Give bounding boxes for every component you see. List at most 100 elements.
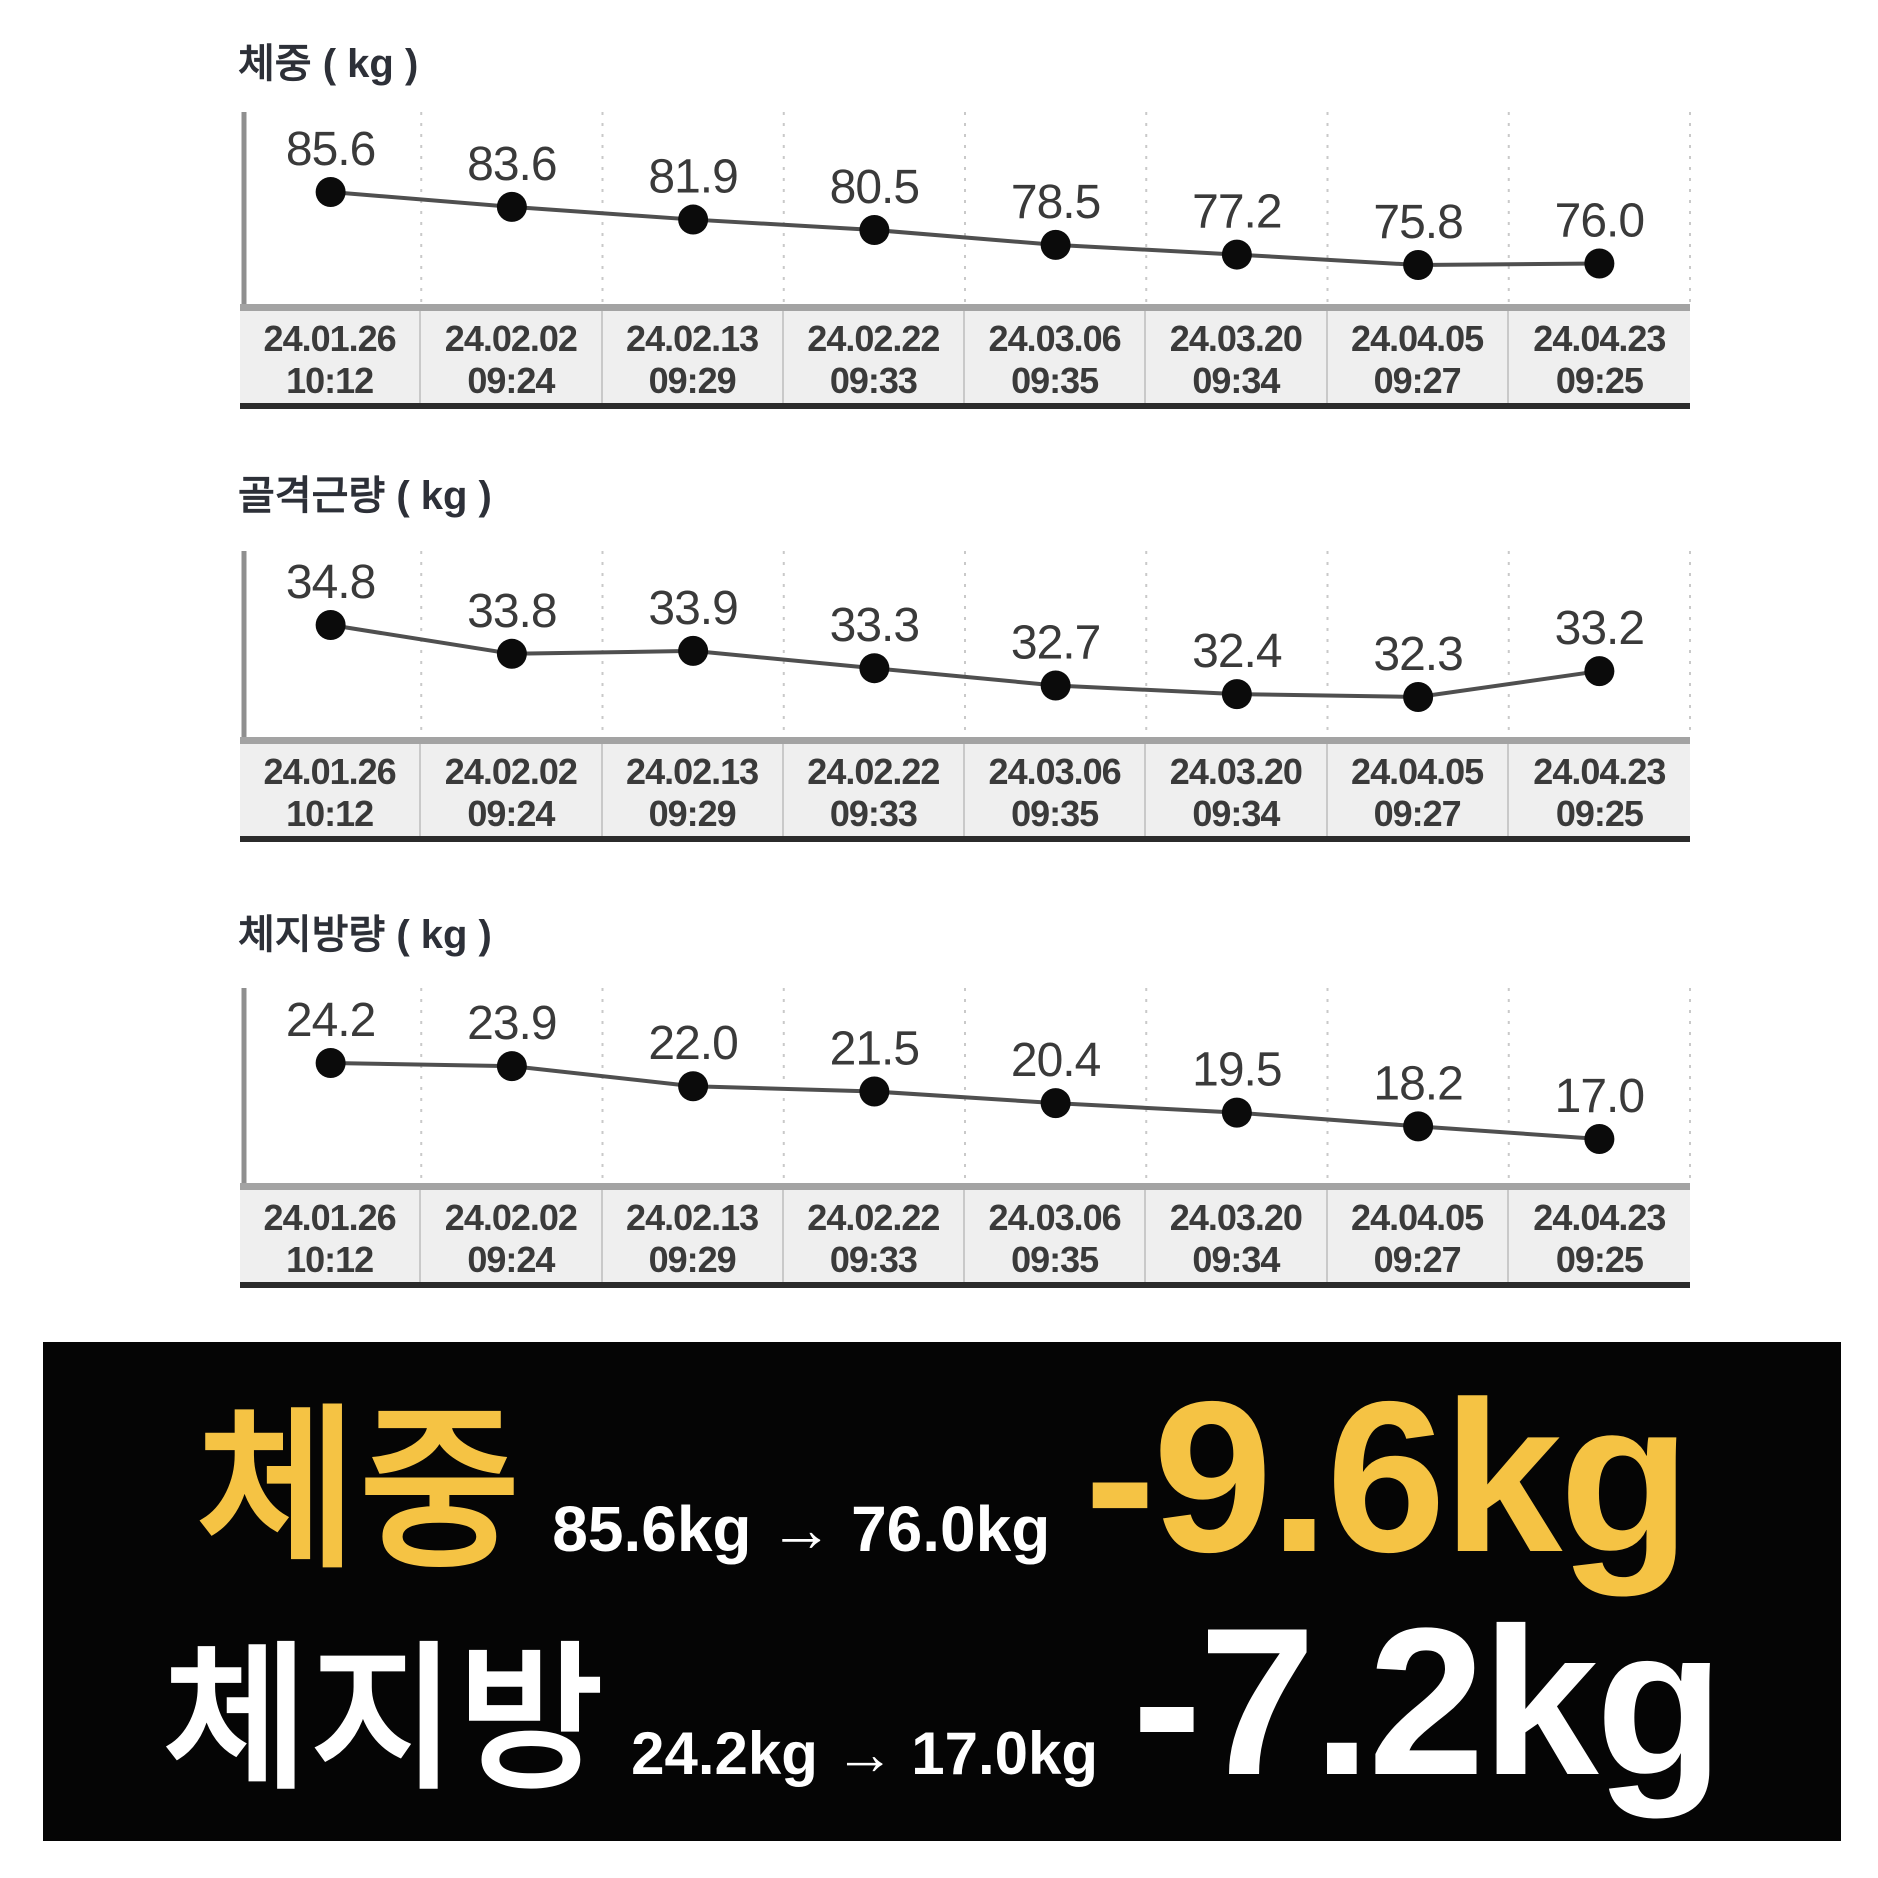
date-label: 24.04.05 (1351, 318, 1484, 359)
date-cell: 24.03.06 09:35 (965, 744, 1147, 836)
data-point-dot (315, 610, 346, 640)
date-label: 24.04.05 (1351, 1197, 1484, 1238)
data-point-dot (859, 1076, 890, 1107)
date-axis-table: 24.01.26 10:12 24.02.02 09:24 24.02.13 09:29 2… (240, 304, 1690, 409)
summary-row-weight: 체중 85.6kg → 76.0kg -9.6kg (43, 1369, 1841, 1589)
line-chart-plot: 24.2 23.9 22.0 21.5 20.4 19.5 18.2 17.0 (241, 988, 1691, 1183)
time-label: 09:33 (829, 1239, 918, 1280)
date-cell: 24.04.05 09:27 (1328, 744, 1509, 836)
data-point-dot (1040, 670, 1071, 701)
date-cell: 24.04.05 09:27 (1328, 311, 1509, 403)
time-label: 09:25 (1555, 360, 1644, 401)
time-label: 09:35 (1011, 1239, 1099, 1280)
data-point-dot (1221, 1097, 1252, 1128)
date-cell: 24.04.23 09:25 (1509, 744, 1690, 836)
chart-title: 골격근량 ( kg ) (238, 474, 492, 518)
data-point-label: 19.5 (1192, 1044, 1281, 1097)
time-label: 10:12 (286, 793, 374, 834)
data-point-dot (1403, 682, 1434, 712)
data-point-label: 18.2 (1373, 1057, 1462, 1110)
date-cell: 24.02.02 09:24 (421, 1190, 603, 1282)
time-label: 09:29 (648, 360, 737, 401)
date-label: 24.03.20 (1169, 1197, 1303, 1238)
chart-title: 체지방량 ( kg ) (238, 913, 492, 957)
date-label: 24.02.02 (444, 1197, 578, 1238)
data-point-label: 75.8 (1373, 196, 1462, 249)
date-label: 24.02.13 (626, 318, 759, 359)
trend-line (330, 1061, 1600, 1141)
data-point-label: 22.0 (648, 1017, 737, 1070)
bodyfat-range: 24.2kg → 17.0kg (631, 1719, 1099, 1787)
date-cell: 24.01.26 10:12 (240, 744, 422, 836)
data-point-label: 33.8 (467, 585, 556, 638)
date-cell: 24.02.13 09:29 (603, 744, 784, 836)
date-cell: 24.02.02 09:24 (421, 311, 603, 403)
date-label: 24.02.22 (807, 318, 940, 359)
date-label: 24.01.26 (263, 751, 397, 792)
data-point-label: 34.8 (286, 556, 375, 609)
data-point-dot (1040, 1088, 1071, 1119)
date-cell: 24.02.13 09:29 (603, 311, 784, 403)
data-point-label: 21.5 (830, 1023, 919, 1076)
data-point-dot (496, 191, 527, 222)
time-label: 09:27 (1373, 360, 1462, 401)
time-label: 09:27 (1373, 793, 1462, 834)
data-point-label: 32.3 (1373, 628, 1462, 681)
data-point-dot (678, 635, 709, 666)
date-cell: 24.03.20 09:34 (1146, 311, 1328, 403)
data-point-label: 80.5 (830, 161, 919, 214)
time-label: 10:12 (286, 360, 374, 401)
weight-label: 체중 (196, 1394, 523, 1589)
data-point-label: 83.6 (467, 138, 556, 191)
data-point-dot (1221, 679, 1252, 710)
data-point-label: 81.9 (648, 151, 737, 204)
date-cell: 24.02.13 09:29 (603, 1190, 784, 1282)
time-label: 09:25 (1555, 793, 1644, 834)
date-cell: 24.02.22 09:33 (784, 311, 965, 403)
trend-line (330, 623, 1600, 700)
time-label: 09:25 (1555, 1239, 1644, 1280)
date-cell: 24.03.06 09:35 (965, 311, 1147, 403)
data-point-label: 24.2 (286, 994, 375, 1047)
date-label: 24.03.06 (988, 751, 1122, 792)
data-point-label: 33.3 (830, 599, 919, 652)
date-cell: 24.03.20 09:34 (1146, 744, 1328, 836)
bodyfat-label: 체지방 (163, 1631, 606, 1808)
data-point-label: 32.4 (1192, 625, 1282, 678)
date-axis-table: 24.01.26 10:12 24.02.02 09:24 24.02.13 09:29 2… (240, 1183, 1690, 1288)
data-point-label: 33.2 (1555, 602, 1644, 655)
time-label: 09:33 (829, 793, 918, 834)
data-point-dot (496, 638, 527, 669)
weight-range: 85.6kg → 76.0kg (552, 1493, 1051, 1565)
line-chart-plot: 85.6 83.6 81.9 80.5 78.5 77.2 75.8 76.0 (241, 112, 1691, 304)
data-point-dot (1584, 248, 1615, 279)
date-cell: 24.01.26 10:12 (240, 1190, 422, 1282)
data-point-label: 78.5 (1011, 176, 1100, 229)
date-label: 24.01.26 (263, 1197, 397, 1238)
data-point-dot (678, 1071, 709, 1102)
date-label: 24.02.22 (807, 1197, 940, 1238)
date-label: 24.03.06 (988, 1197, 1122, 1238)
bodyfat-delta: -7.2kg (1132, 1583, 1724, 1819)
data-point-label: 32.7 (1011, 616, 1100, 669)
data-point-dot (1403, 1111, 1434, 1142)
data-point-dot (859, 214, 890, 245)
date-cell: 24.03.20 09:34 (1146, 1190, 1328, 1282)
time-label: 09:24 (467, 1239, 555, 1280)
time-label: 09:35 (1011, 360, 1099, 401)
date-cell: 24.03.06 09:35 (965, 1190, 1147, 1282)
data-point-dot (859, 653, 890, 684)
data-point-dot (1221, 239, 1252, 270)
data-point-dot (678, 204, 709, 235)
data-point-label: 76.0 (1555, 195, 1644, 248)
date-cell: 24.04.23 09:25 (1509, 311, 1690, 403)
date-cell: 24.02.02 09:24 (421, 744, 603, 836)
date-label: 24.03.20 (1169, 751, 1303, 792)
date-cell: 24.04.05 09:27 (1328, 1190, 1509, 1282)
data-point-dot (1040, 229, 1071, 260)
date-label: 24.02.22 (807, 751, 940, 792)
data-point-dot (315, 1048, 346, 1078)
data-point-label: 17.0 (1555, 1070, 1644, 1123)
data-point-label: 77.2 (1192, 186, 1281, 239)
